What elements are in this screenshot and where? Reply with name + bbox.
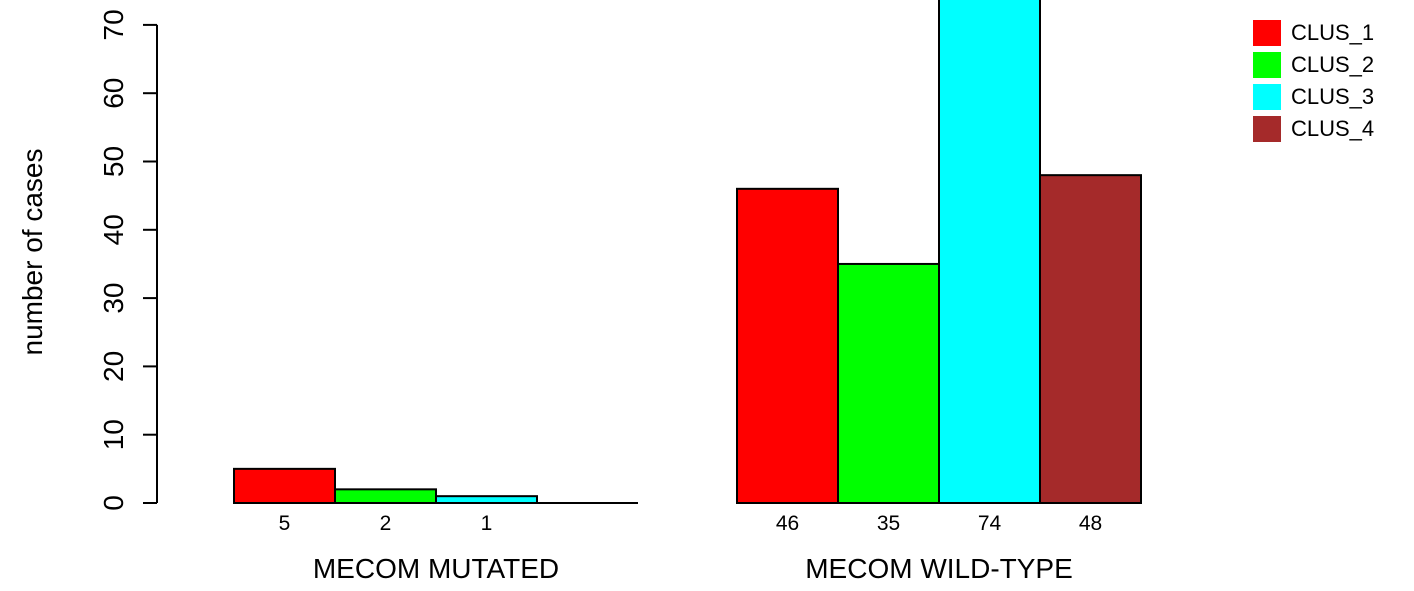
bar <box>736 187 839 504</box>
y-tick-label: 60 <box>98 78 129 109</box>
bar-count-label: 2 <box>380 512 392 535</box>
legend-swatch <box>1253 20 1281 46</box>
y-axis: 0 10 20 30 40 50 60 70 <box>98 9 158 511</box>
y-tick-label: 10 <box>98 419 129 450</box>
bar <box>435 495 538 505</box>
group-label: MECOM WILD-TYPE <box>805 553 1073 584</box>
legend-swatch <box>1253 116 1281 142</box>
bar <box>837 262 940 505</box>
y-tick-label: 40 <box>98 214 129 245</box>
bar-count-label: 46 <box>776 512 799 535</box>
y-tick-label: 30 <box>98 283 129 314</box>
bar <box>1039 174 1142 504</box>
bar-count-label: 48 <box>1079 512 1102 535</box>
bar-count-label: 74 <box>978 512 1002 535</box>
legend-swatch <box>1253 84 1281 110</box>
y-tick-label: 50 <box>98 146 129 177</box>
bar-count-label: 5 <box>279 512 291 535</box>
group-label: MECOM MUTATED <box>313 553 559 584</box>
y-tick-label: 20 <box>98 351 129 382</box>
y-tick-label: 0 <box>98 495 129 511</box>
bar <box>233 467 336 505</box>
legend-label: CLUS_2 <box>1291 52 1374 77</box>
legend-swatch <box>1253 52 1281 78</box>
bar <box>334 488 437 504</box>
legend-label: CLUS_4 <box>1291 116 1374 141</box>
bars <box>233 0 1142 505</box>
bar <box>938 0 1041 505</box>
count-labels: 5 2 1 46 35 74 48 <box>279 512 1103 535</box>
bar-count-label: 35 <box>877 512 900 535</box>
legend: CLUS_1 CLUS_2 CLUS_3 CLUS_4 <box>1253 20 1374 142</box>
bar-count-label: 1 <box>481 512 493 535</box>
legend-label: CLUS_3 <box>1291 84 1374 109</box>
y-axis-label: number of cases <box>17 149 48 356</box>
group-labels: MECOM MUTATED MECOM WILD-TYPE <box>313 553 1073 584</box>
legend-label: CLUS_1 <box>1291 20 1374 45</box>
y-tick-label: 70 <box>98 9 129 40</box>
